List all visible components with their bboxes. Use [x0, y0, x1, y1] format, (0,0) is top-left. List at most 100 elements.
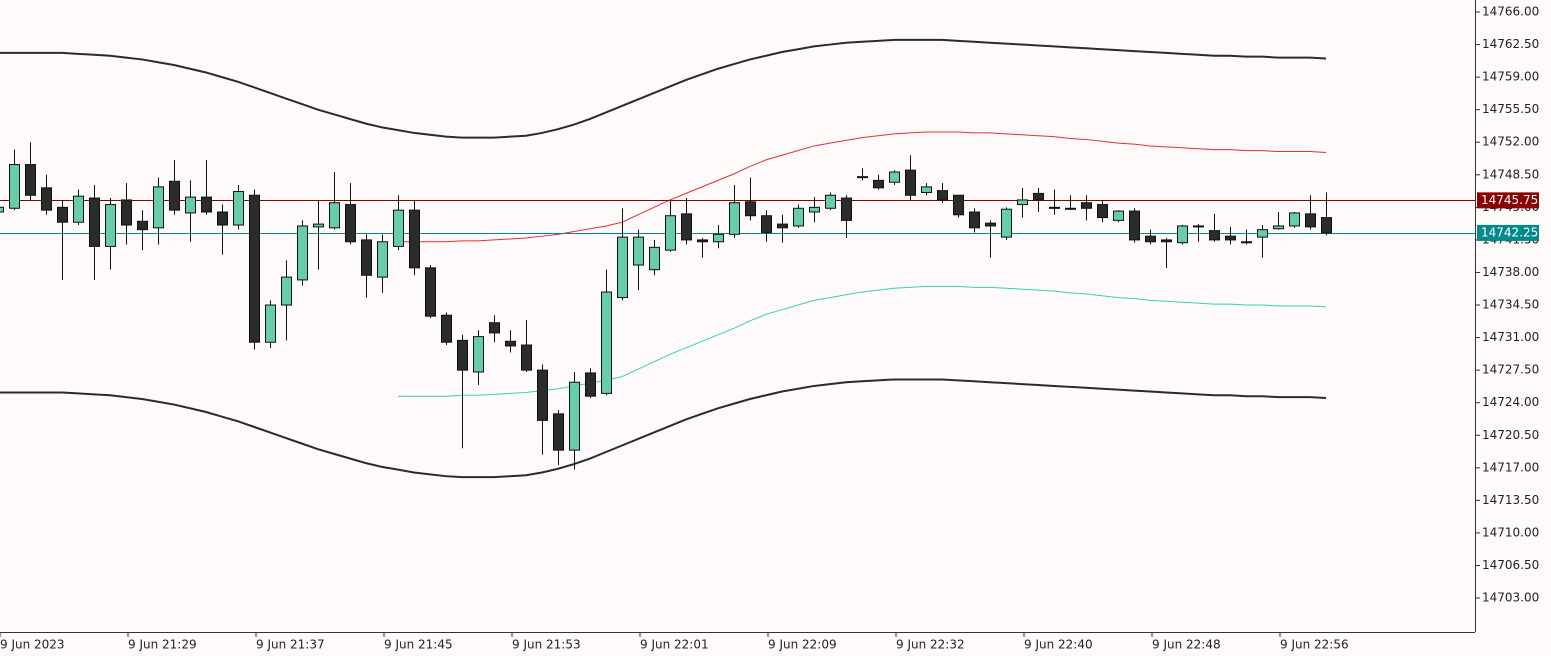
candle-body — [345, 204, 356, 243]
y-tick-label: 14738.00 — [1482, 265, 1539, 279]
candle-body — [89, 197, 100, 247]
y-tick-label: 14731.00 — [1482, 330, 1539, 344]
candle-body — [729, 202, 740, 235]
candle-body — [1241, 241, 1252, 244]
x-tick-label: 9 Jun 21:45 — [384, 638, 453, 652]
price-label-box — [1477, 192, 1539, 209]
candle-body — [217, 211, 228, 226]
candle-body — [601, 291, 612, 394]
y-tick-label: 14717.00 — [1482, 460, 1539, 474]
x-tick-label: 9 Jun 22:48 — [1152, 638, 1221, 652]
y-tick-label: 14727.50 — [1482, 363, 1539, 377]
candle-body — [713, 233, 724, 243]
candle-body — [473, 336, 484, 373]
x-tick-label: 9 Jun 22:40 — [1024, 638, 1093, 652]
candle-body — [201, 196, 212, 213]
candle-body — [617, 236, 628, 299]
y-tick-label: 14755.50 — [1482, 102, 1539, 116]
candle-body — [1049, 206, 1060, 209]
candle-body — [1001, 208, 1012, 238]
x-tick-label: 9 Jun 21:53 — [512, 638, 581, 652]
candle-body — [393, 209, 404, 247]
x-tick-label: 9 Jun 22:09 — [768, 638, 837, 652]
candle-body — [153, 186, 164, 229]
candle-body — [1161, 239, 1172, 243]
candle-body — [761, 215, 772, 233]
x-tick-label: 9 Jun 22:56 — [1280, 638, 1349, 652]
candle-body — [0, 206, 4, 213]
candle-body — [1177, 225, 1188, 244]
candle-body — [825, 194, 836, 209]
candle-body — [793, 207, 804, 227]
candle-body — [185, 196, 196, 214]
price-label-box — [1477, 224, 1539, 241]
candle-body — [233, 191, 244, 226]
candle-body — [1033, 192, 1044, 201]
candle-body — [41, 187, 52, 211]
candle-body — [313, 223, 324, 228]
y-tick-label: 14752.00 — [1482, 135, 1539, 149]
candle-body — [921, 186, 932, 193]
candle-body — [905, 169, 916, 196]
candle-body — [25, 164, 36, 196]
y-tick-label: 14762.50 — [1482, 37, 1539, 51]
candle-body — [809, 206, 820, 213]
candle-body — [73, 195, 84, 223]
candle-body — [1321, 217, 1332, 234]
x-tick-label: 9 Jun 21:37 — [256, 638, 325, 652]
y-tick-label: 14713.50 — [1482, 493, 1539, 507]
indicator-line — [0, 378, 1327, 479]
candle-body — [297, 225, 308, 281]
candle-body — [1273, 225, 1284, 230]
candle-body — [137, 220, 148, 231]
candle-body — [1305, 213, 1316, 228]
x-tick-label: 9 Jun 21:29 — [128, 638, 197, 652]
candle-body — [1289, 212, 1300, 227]
candle-body — [361, 239, 372, 276]
candle-body — [745, 201, 756, 217]
candle-body — [777, 223, 788, 229]
indicator-line — [0, 38, 1327, 139]
candle-body — [9, 164, 20, 209]
y-tick-label: 14734.50 — [1482, 298, 1539, 312]
y-tick-label: 14720.50 — [1482, 428, 1539, 442]
y-tick-label: 14710.00 — [1482, 525, 1539, 539]
y-tick-label: 14706.50 — [1482, 558, 1539, 572]
x-tick-label: 9 Jun 22:32 — [896, 638, 965, 652]
candle-body — [1145, 235, 1156, 243]
candle-body — [489, 322, 500, 334]
candle-body — [1113, 210, 1124, 221]
y-tick-label: 14759.00 — [1482, 70, 1539, 84]
candle-body — [553, 413, 564, 451]
candle-body — [569, 381, 580, 451]
indicator-line — [398, 131, 1327, 243]
price-label: 14745.75 — [1481, 193, 1538, 207]
candle-body — [889, 171, 900, 183]
candle-body — [505, 340, 516, 347]
candle-body — [329, 202, 340, 229]
candle-body — [1209, 230, 1220, 241]
candle-body — [1097, 204, 1108, 219]
candle-body — [841, 197, 852, 221]
candle-body — [937, 190, 948, 201]
candle-body — [697, 239, 708, 243]
candle-body — [953, 194, 964, 216]
candle-body — [521, 344, 532, 371]
y-tick-label: 14766.00 — [1482, 5, 1539, 19]
candle-body — [681, 213, 692, 241]
candle-body — [857, 176, 868, 179]
price-label: 14742.25 — [1481, 225, 1538, 239]
candle-body — [441, 314, 452, 343]
x-tick-label: 9 Jun 2023 — [0, 638, 65, 652]
candle-body — [425, 267, 436, 317]
candle-body — [873, 179, 884, 189]
y-tick-label: 14703.00 — [1482, 591, 1539, 605]
candle-body — [649, 246, 660, 271]
candle-body — [265, 304, 276, 343]
candle-body — [1257, 229, 1268, 238]
candle-body — [409, 209, 420, 269]
